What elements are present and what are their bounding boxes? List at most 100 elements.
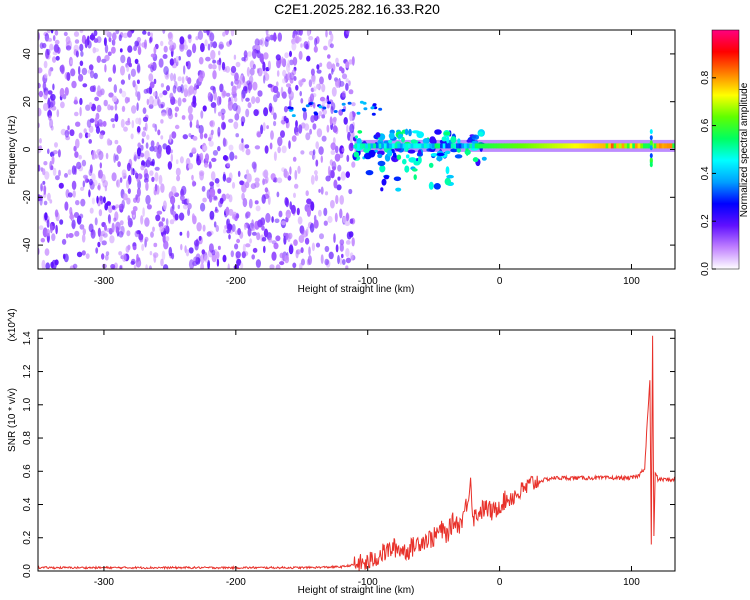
spectrogram-cell bbox=[649, 129, 653, 135]
spectrogram-cell bbox=[405, 154, 410, 159]
spectrogram-cell bbox=[135, 258, 142, 268]
spectrogram-line-cell bbox=[450, 143, 454, 149]
spectrogram-cell bbox=[46, 219, 50, 228]
spectrogram-cell bbox=[223, 228, 227, 234]
spectrogram-cell bbox=[133, 264, 137, 269]
spectrogram-cell bbox=[215, 206, 218, 212]
spectrogram-line-cell bbox=[509, 143, 513, 149]
spectrogram-cell bbox=[252, 81, 258, 91]
spectrogram-cell bbox=[58, 182, 64, 189]
spectrogram-cell bbox=[222, 254, 227, 263]
spectrogram-cell bbox=[130, 68, 136, 78]
spectrogram-cell bbox=[215, 225, 219, 232]
top-x-ticks: -300 -200 -100 0 100 bbox=[94, 30, 640, 287]
x-tick-label: -200 bbox=[226, 577, 246, 588]
spectrogram-cell bbox=[136, 36, 142, 43]
spectrogram-cell bbox=[211, 157, 217, 162]
spectrogram-cell bbox=[70, 59, 73, 65]
spectrogram-line-cell bbox=[653, 143, 657, 149]
spectrogram-line-cell bbox=[453, 143, 457, 149]
spectrogram-cell bbox=[45, 262, 50, 269]
spectrogram-line-cell bbox=[442, 143, 446, 149]
spectrogram-cell bbox=[151, 176, 155, 183]
spectrogram-cell bbox=[185, 61, 189, 67]
spectrogram-cell bbox=[180, 194, 185, 202]
spectrogram-cell bbox=[228, 234, 231, 240]
spectrogram-cell bbox=[152, 226, 155, 232]
spectrogram-cell bbox=[134, 40, 139, 47]
y-tick-label: 1.0 bbox=[22, 397, 33, 411]
spectrogram-line-cell bbox=[378, 143, 382, 149]
colorbar-label: Normalized spectral amplitude bbox=[739, 82, 750, 217]
spectrogram-cell bbox=[42, 180, 46, 185]
spectrogram-cell bbox=[113, 153, 117, 163]
spectrogram-cell bbox=[42, 168, 46, 176]
y-tick-label: 0.2 bbox=[22, 530, 33, 544]
spectrogram-cell bbox=[191, 147, 197, 153]
spectrogram-cell bbox=[147, 31, 151, 36]
spectrogram-cell bbox=[39, 138, 42, 144]
spectrogram-cell bbox=[296, 207, 300, 216]
spectrogram-cell bbox=[436, 152, 445, 157]
spectrogram-cell bbox=[220, 108, 226, 115]
spectrogram-cell bbox=[276, 70, 280, 77]
spectrogram-cell bbox=[330, 142, 336, 151]
spectrogram-cell bbox=[79, 224, 85, 230]
spectrogram-cell bbox=[212, 59, 217, 64]
spectrogram-cell bbox=[105, 152, 109, 160]
spectrogram-cell bbox=[131, 120, 135, 129]
spectrogram-cell bbox=[73, 212, 80, 218]
spectrogram-cell bbox=[349, 123, 355, 134]
spectrogram-cell bbox=[333, 233, 336, 244]
y-tick-label: 40 bbox=[22, 48, 33, 60]
spectrogram-line-cell bbox=[488, 143, 492, 149]
spectrogram-cell bbox=[68, 233, 74, 238]
spectrogram-cell bbox=[78, 74, 84, 82]
spectrogram-cell bbox=[67, 169, 72, 176]
spectrogram-cell bbox=[126, 230, 131, 237]
spectrogram-cell bbox=[118, 251, 123, 256]
spectrogram-cell bbox=[71, 80, 77, 89]
spectrogram-cell bbox=[245, 243, 251, 248]
spectrogram-cell bbox=[162, 30, 166, 34]
spectrogram-cell bbox=[246, 169, 249, 175]
spectrogram-cell bbox=[111, 46, 116, 54]
spectrogram-cell bbox=[121, 105, 126, 112]
spectrogram-cell bbox=[74, 151, 79, 159]
spectrogram-line-cell bbox=[533, 143, 537, 149]
spectrogram-cell bbox=[256, 68, 260, 74]
spectrogram-cell bbox=[192, 136, 198, 141]
spectrogram-line-cell bbox=[474, 143, 478, 149]
spectrogram-cell bbox=[157, 129, 161, 136]
spectrogram-cell bbox=[258, 39, 263, 46]
spectrogram-cell bbox=[291, 114, 296, 118]
spectrogram-cell bbox=[221, 89, 226, 99]
spectrogram-cell bbox=[292, 33, 295, 39]
spectrogram-line-cell bbox=[429, 143, 433, 149]
spectrogram-cell bbox=[222, 31, 226, 37]
spectrogram-cell bbox=[209, 120, 215, 128]
spectrogram-cell bbox=[416, 131, 425, 139]
spectrogram-cell bbox=[213, 91, 218, 101]
spectrogram-cell bbox=[104, 64, 107, 73]
spectrogram-cell bbox=[179, 42, 185, 52]
spectrogram-cell bbox=[234, 113, 240, 121]
spectrogram-cell bbox=[433, 183, 441, 190]
spectrogram-line-cell bbox=[386, 143, 390, 149]
spectrogram-cell bbox=[112, 39, 116, 46]
spectrogram-cell bbox=[44, 73, 48, 79]
spectrogram-cell bbox=[230, 30, 235, 37]
spectrogram-cell bbox=[199, 152, 204, 161]
spectrogram-line-cell bbox=[437, 143, 441, 149]
spectrogram-cell bbox=[280, 220, 287, 226]
spectrogram-line-cell bbox=[432, 143, 436, 149]
spectrogram-cell bbox=[63, 31, 68, 37]
spectrogram-cell bbox=[80, 50, 84, 57]
spectrogram-cell bbox=[98, 169, 103, 179]
spectrogram-line-cell bbox=[664, 143, 668, 149]
spectrogram-cell bbox=[169, 219, 175, 225]
chart-title: C2E1.2025.282.16.33.R20 bbox=[274, 1, 440, 17]
spectrogram-cell bbox=[224, 30, 229, 36]
bottom-y-ticks: 0.0 0.2 0.4 0.6 0.8 1.0 1.2 1.4 bbox=[22, 331, 675, 578]
spectrogram-line-cell bbox=[448, 143, 452, 149]
